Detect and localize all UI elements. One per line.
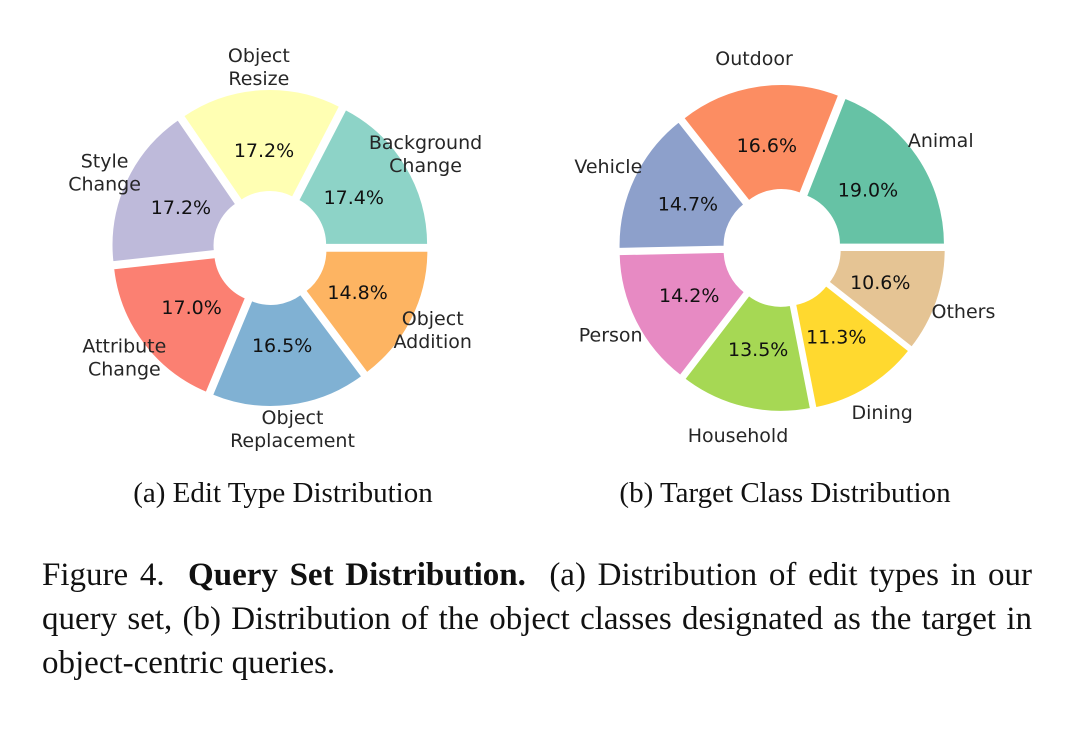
slice-category-label: Others [932,301,996,323]
slice-category-label: Vehicle [574,156,642,178]
slice-value-label: 17.2% [234,140,294,162]
slice-category-label: Object Addition [393,308,471,353]
slice-category-label: Object Replacement [230,407,355,452]
slice-value-label: 19.0% [838,179,898,201]
slice-value-label: 11.3% [806,327,866,349]
figure-caption: Figure 4. Query Set Distribution. (a) Di… [42,553,1032,685]
pie-slice [682,293,813,413]
pie-slice [617,120,746,250]
slice-value-label: 16.6% [737,135,797,157]
slice-category-label: Background Change [369,132,482,177]
slice-value-label: 17.4% [324,187,384,209]
slice-category-label: Person [579,325,643,347]
slice-category-label: Outdoor [715,48,793,70]
slice-value-label: 14.7% [658,194,718,216]
slice-category-label: Style Change [68,151,141,196]
subcaption-a: (a) Edit Type Distribution [133,477,433,509]
slice-value-label: 10.6% [850,272,910,294]
pie-slice [303,249,430,375]
caption-label: Figure 4. [42,557,165,593]
slice-category-label: Attribute Change [82,336,166,381]
slice-value-label: 16.5% [252,335,312,357]
pie-slice [210,292,364,408]
slice-value-label: 14.2% [659,285,719,307]
pie-slice [793,283,911,410]
subcaption-b: (b) Target Class Distribution [619,477,951,509]
figure: 17.4% Background Change 17.2% Object Resize 17… [68,45,995,509]
slice-value-label: 17.0% [161,297,221,319]
pie-slice [617,250,747,378]
pie-slice [181,88,342,203]
slice-value-label: 14.8% [327,282,387,304]
slice-category-label: Dining [851,402,912,424]
pie-slice [827,248,947,350]
edit-type-pie-chart: 17.4% Background Change 17.2% Object Resize 17… [68,45,482,452]
pie-slice [681,83,841,203]
target-class-pie-chart: 19.0% Animal 16.6% Outdoor 14.7% Vehicle 14.2%… [574,48,995,447]
slice-value-label: 13.5% [728,339,788,361]
pie-slice [110,117,238,264]
pie-slice [296,107,430,246]
pie-slice [804,96,946,246]
slice-value-label: 17.2% [151,197,211,219]
slice-category-label: Animal [908,130,974,152]
pie-slice [112,255,248,395]
caption-text: (a) Distribution of edit types in our qu… [42,557,1032,681]
caption-title: Query Set Distribution. [188,557,526,593]
slice-category-label: Object Resize [228,45,290,90]
slice-category-label: Household [688,425,789,447]
